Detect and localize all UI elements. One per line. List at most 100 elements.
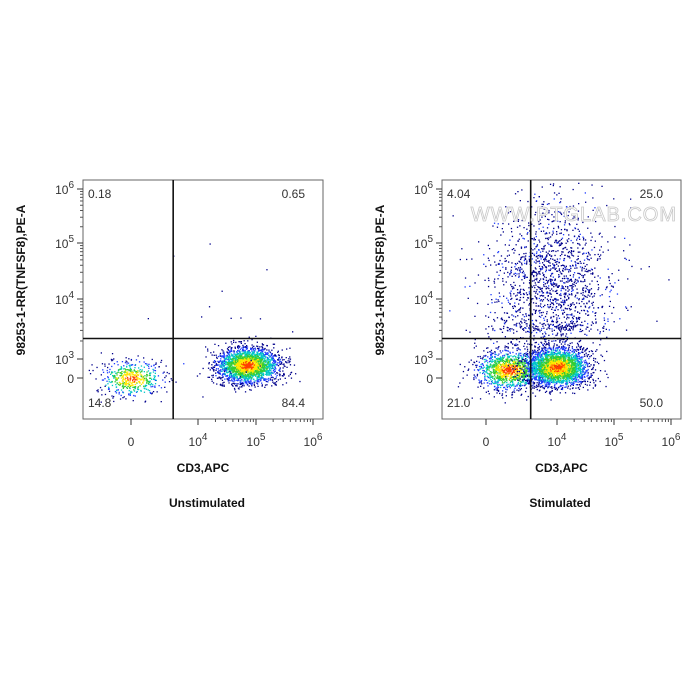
event-dot <box>129 393 132 395</box>
event-dot <box>244 391 247 393</box>
event-dot <box>492 359 494 361</box>
event-dot <box>520 369 522 371</box>
event-dot <box>166 371 168 374</box>
event-dot <box>535 379 538 381</box>
event-dot <box>215 364 218 366</box>
event-dot <box>506 363 508 365</box>
event-dot <box>504 376 506 379</box>
event-dot <box>106 372 109 374</box>
event-dot <box>135 378 137 380</box>
event-dot <box>270 364 272 366</box>
event-dot <box>508 369 510 371</box>
event-dot <box>274 362 276 364</box>
event-dot <box>550 399 552 401</box>
event-dot <box>102 369 104 371</box>
event-dot <box>212 376 214 378</box>
event-dot <box>224 361 226 364</box>
event-dot <box>123 385 125 388</box>
event-dot <box>498 358 500 360</box>
event-dot <box>148 390 151 392</box>
event-dot <box>491 356 493 358</box>
event-dot <box>264 370 266 372</box>
event-dot <box>233 350 235 352</box>
event-dot <box>243 375 245 377</box>
event-dot <box>249 363 251 366</box>
event-dot <box>219 370 222 372</box>
event-dot <box>514 365 516 367</box>
event-dot <box>134 395 136 397</box>
event-dot <box>534 372 536 374</box>
event-dot <box>511 369 513 371</box>
event-dot <box>558 346 561 349</box>
event-dot <box>526 348 529 350</box>
event-dot <box>154 378 156 381</box>
event-dot <box>242 346 244 348</box>
event-dot <box>473 347 475 349</box>
event-dot <box>136 375 138 377</box>
plot-title: Unstimulated <box>169 496 245 510</box>
event-dot <box>134 386 136 388</box>
event-dot <box>521 357 524 359</box>
event-dot <box>574 377 576 380</box>
event-dot <box>116 361 118 363</box>
event-dot <box>517 371 519 373</box>
event-dot <box>259 349 262 351</box>
event-dot <box>223 369 225 371</box>
event-dot <box>230 363 233 365</box>
y-axis-label: 98253-1-RR(TNFSF8),PE-A <box>14 204 28 355</box>
event-dot <box>289 347 291 349</box>
event-dot <box>128 390 130 392</box>
event-dot <box>249 382 251 384</box>
event-dot <box>239 376 242 378</box>
event-dot <box>517 362 519 364</box>
event-dot <box>525 362 527 365</box>
event-dot <box>547 362 549 364</box>
event-dot <box>112 371 114 373</box>
event-dot <box>550 373 552 375</box>
event-dot <box>593 357 595 359</box>
event-dot <box>520 385 522 387</box>
event-dot <box>558 351 560 353</box>
event-dot <box>226 354 228 356</box>
event-dot <box>129 379 131 381</box>
event-dot <box>551 387 553 390</box>
event-dot <box>131 364 134 366</box>
event-dot <box>119 382 121 384</box>
event-dot <box>225 360 227 363</box>
event-dot <box>125 381 128 383</box>
event-dot <box>148 380 150 383</box>
event-dot <box>218 364 220 366</box>
event-dot <box>262 357 264 359</box>
event-dot <box>540 380 542 382</box>
event-dot <box>235 373 238 375</box>
event-dot <box>569 352 571 354</box>
event-dot <box>473 378 475 381</box>
event-dot <box>229 351 231 353</box>
event-dot <box>556 365 558 367</box>
event-dot <box>499 372 501 374</box>
event-dot <box>143 377 146 380</box>
event-dot <box>512 363 514 365</box>
event-dot <box>152 384 154 386</box>
event-dot <box>532 384 534 386</box>
event-dot <box>510 375 512 377</box>
event-dot <box>486 375 488 377</box>
event-dot <box>482 364 484 367</box>
event-dot <box>215 368 218 370</box>
event-dot <box>263 363 266 365</box>
event-dot <box>520 371 522 373</box>
event-dot <box>514 374 516 376</box>
event-dot <box>567 344 569 346</box>
event-dot <box>571 381 573 383</box>
event-dot <box>508 366 510 369</box>
event-dot <box>269 378 272 380</box>
event-dot <box>130 359 132 361</box>
event-dot <box>238 359 240 361</box>
event-dot <box>242 372 244 375</box>
event-dot <box>279 378 281 380</box>
event-dot <box>599 344 601 346</box>
event-dot <box>543 370 545 373</box>
event-dot <box>255 353 257 355</box>
event-dot <box>267 360 269 362</box>
event-dot <box>263 368 265 370</box>
